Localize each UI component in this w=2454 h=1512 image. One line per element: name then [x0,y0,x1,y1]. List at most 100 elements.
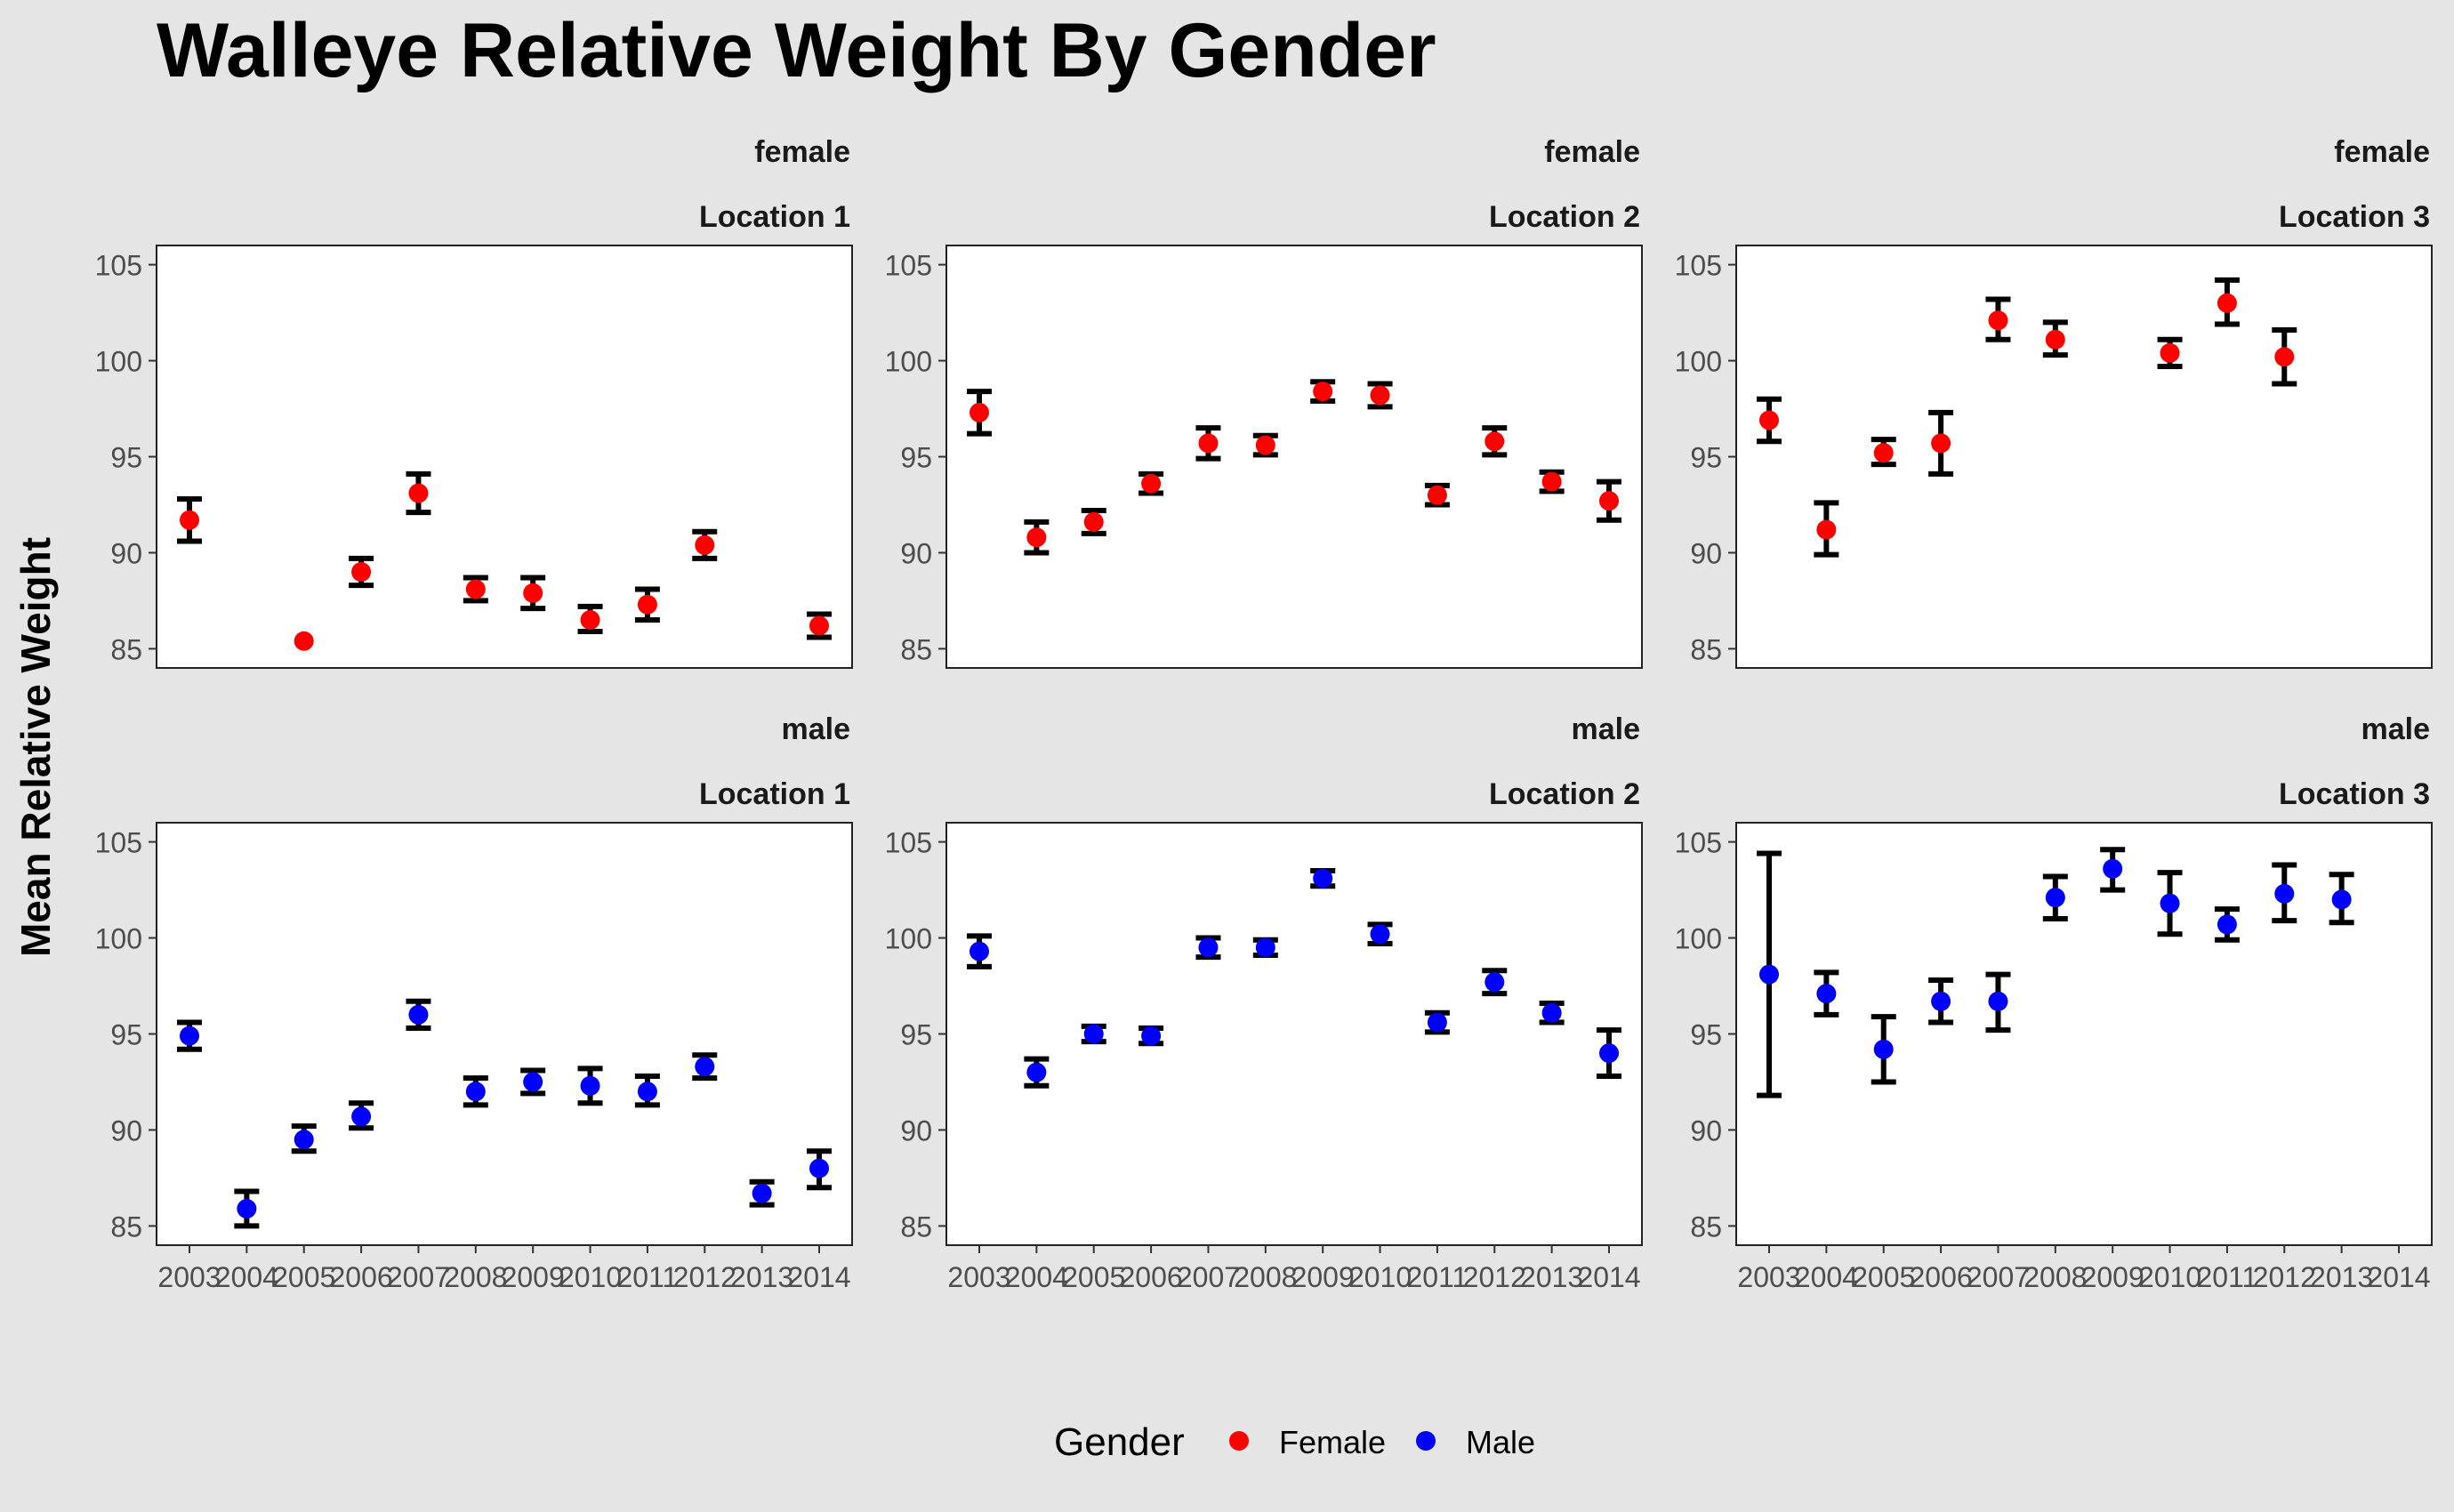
y-tick-label: 90 [900,537,932,569]
data-point-2005 [1873,443,1894,463]
y-tick-label: 105 [95,250,142,282]
data-point-2009 [523,583,543,603]
x-tick-label: 2014 [2367,1261,2430,1293]
data-point-2007 [1988,310,2008,331]
facet-panel-female-location-2: female Location 2 85 90 95 100 105 [885,135,1643,669]
data-point-2008 [2045,888,2065,908]
strip-gender-label: male [2361,712,2431,746]
data-point-2006 [351,562,372,583]
x-tick-label: 2007 [1177,1261,1240,1293]
x-tick-label: 2005 [1852,1261,1915,1293]
data-point-2011 [1427,1012,1447,1033]
data-point-2012 [2274,347,2295,367]
x-tick-label: 2004 [215,1261,278,1293]
x-tick-label: 2009 [502,1261,565,1293]
data-point-2010 [2160,893,2180,913]
y-tick-label: 85 [900,1210,932,1243]
data-point-2007 [1988,991,2008,1011]
y-tick-label: 100 [1675,346,1722,378]
x-tick-label: 2014 [787,1261,850,1293]
data-point-2014 [809,1158,829,1178]
x-tick-label: 2010 [559,1261,622,1293]
strip-gender-label: male [1572,712,1641,746]
y-tick-label: 85 [900,633,932,665]
x-tick-label: 2006 [1119,1261,1182,1293]
data-point-2005 [1083,1024,1104,1044]
data-point-2011 [637,594,657,615]
y-tick-label: 95 [110,442,142,474]
data-point-2005 [294,1130,314,1150]
data-point-2003 [970,402,989,422]
y-tick-label: 100 [885,923,932,955]
facet-panel-female-location-3: female Location 3 85 90 95 100 105 [1675,135,2433,669]
legend-female-label: Female [1279,1424,1386,1460]
y-tick-label: 95 [1690,442,1722,474]
x-tick-label: 2012 [2253,1261,2316,1293]
data-point-2011 [2217,293,2237,313]
y-tick-label: 105 [1675,250,1722,282]
data-point-2009 [1313,868,1333,889]
data-point-2012 [1484,972,1505,993]
data-point-2004 [237,1198,257,1218]
panel-background [156,822,853,1246]
x-tick-label: 2004 [1005,1261,1068,1293]
data-point-2010 [1370,924,1390,945]
strip-location-label: Location 3 [2279,777,2430,811]
legend-male-label: Male [1466,1424,1535,1460]
x-tick-label: 2011 [1407,1261,1468,1293]
data-point-2009 [2103,858,2123,879]
x-tick-label: 2014 [1577,1261,1640,1293]
x-tick-label: 2007 [387,1261,450,1293]
x-tick-label: 2008 [444,1261,507,1293]
facet-panels: female Location 1 85 90 95 100 105 female Locati… [95,135,2433,1293]
x-tick-label: 2005 [1062,1261,1125,1293]
y-tick-label: 105 [1675,827,1722,859]
strip-location-label: Location 1 [699,200,850,234]
x-tick-label: 2003 [1737,1261,1800,1293]
y-tick-label: 100 [885,346,932,378]
data-point-2006 [1141,1025,1162,1046]
data-point-2006 [1931,991,1951,1011]
x-tick-label: 2012 [1463,1261,1526,1293]
legend-female-marker [1229,1431,1249,1451]
y-tick-label: 85 [110,1210,142,1243]
data-point-2008 [1255,937,1275,958]
x-tick-label: 2010 [1348,1261,1412,1293]
data-point-2010 [1370,385,1390,406]
data-point-2007 [1198,433,1219,454]
y-tick-label: 100 [1675,923,1722,955]
x-tick-label: 2006 [1909,1261,1972,1293]
x-tick-label: 2005 [272,1261,335,1293]
data-point-2003 [180,510,199,530]
data-point-2011 [2217,914,2237,935]
chart-title: Walleye Relative Weight By Gender [157,8,1436,93]
data-point-2003 [970,941,989,961]
x-tick-label: 2008 [2024,1261,2087,1293]
y-tick-label: 105 [885,250,932,282]
y-tick-label: 85 [110,633,142,665]
x-tick-label: 2011 [617,1261,679,1293]
legend: Gender Female Male [1054,1420,1535,1464]
panel-background [945,245,1643,669]
facet-panel-female-location-1: female Location 1 85 90 95 100 105 [95,135,853,669]
data-point-2007 [408,1004,429,1025]
data-point-2005 [294,631,314,651]
data-point-2006 [1931,433,1951,454]
x-tick-label: 2003 [947,1261,1010,1293]
data-point-2003 [1759,964,1779,985]
data-point-2008 [465,579,486,599]
y-axis-label: Mean Relative Weight [12,537,59,957]
data-point-2009 [523,1072,543,1092]
data-point-2012 [2274,883,2295,904]
x-tick-label: 2010 [2138,1261,2201,1293]
panel-background [156,245,853,669]
data-point-2007 [1198,937,1219,958]
x-tick-label: 2006 [329,1261,392,1293]
y-tick-label: 95 [1690,1019,1722,1051]
data-point-2013 [2331,889,2352,910]
data-point-2010 [580,610,600,631]
data-point-2010 [580,1075,600,1096]
